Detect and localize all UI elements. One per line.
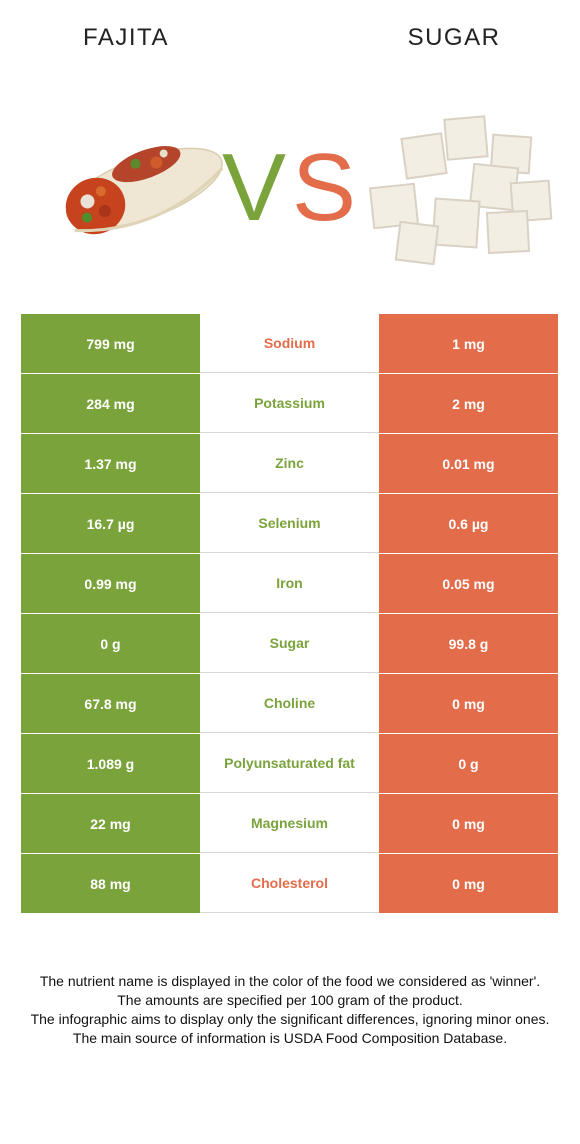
left-value: 16.7 µg (21, 494, 200, 553)
table-row: 67.8 mg Choline 0 mg (21, 674, 558, 734)
left-value: 88 mg (21, 854, 200, 913)
nutrient-name: Cholesterol (200, 854, 379, 913)
left-food-title: FAJITA (83, 24, 169, 51)
footer-line-1: The nutrient name is displayed in the co… (39, 973, 541, 989)
right-value: 1 mg (379, 314, 558, 373)
vs-right-letter: S (292, 138, 352, 232)
comparison-table: 799 mg Sodium 1 mg 284 mg Potassium 2 mg 1.37 … (21, 314, 558, 914)
nutrient-name: Zinc (200, 434, 379, 493)
footer-line-4: The main source of information is USDA F… (72, 1030, 508, 1046)
fajita-image (44, 128, 234, 248)
table-row: 22 mg Magnesium 0 mg (21, 794, 558, 854)
right-value: 0 mg (379, 854, 558, 913)
left-value: 1.089 g (21, 734, 200, 793)
footer-line-3: The infographic aims to display only the… (30, 1011, 550, 1027)
right-food-title: SUGAR (407, 24, 501, 51)
left-value: 22 mg (21, 794, 200, 853)
left-value: 1.37 mg (21, 434, 200, 493)
nutrient-name: Polyunsaturated fat (200, 734, 379, 793)
nutrient-name: Magnesium (200, 794, 379, 853)
nutrient-name: Choline (200, 674, 379, 733)
left-value: 67.8 mg (21, 674, 200, 733)
sugar-cubes-image (362, 108, 562, 278)
nutrient-name: Selenium (200, 494, 379, 553)
right-value: 2 mg (379, 374, 558, 433)
versus-label: V S (222, 134, 356, 241)
table-row: 799 mg Sodium 1 mg (21, 314, 558, 374)
nutrient-name: Potassium (200, 374, 379, 433)
table-row: 88 mg Cholesterol 0 mg (21, 854, 558, 914)
right-value: 0.05 mg (379, 554, 558, 613)
table-row: 1.37 mg Zinc 0.01 mg (21, 434, 558, 494)
table-row: 284 mg Potassium 2 mg (21, 374, 558, 434)
left-value: 284 mg (21, 374, 200, 433)
right-value: 0 mg (379, 794, 558, 853)
table-row: 1.089 g Polyunsaturated fat 0 g (21, 734, 558, 794)
left-value: 0.99 mg (21, 554, 200, 613)
footer-notes: The nutrient name is displayed in the co… (20, 972, 560, 1048)
left-value: 0 g (21, 614, 200, 673)
left-value: 799 mg (21, 314, 200, 373)
vs-left-letter: V (222, 138, 286, 232)
table-row: 0.99 mg Iron 0.05 mg (21, 554, 558, 614)
nutrient-name: Sodium (200, 314, 379, 373)
nutrient-name: Iron (200, 554, 379, 613)
nutrient-name: Sugar (200, 614, 379, 673)
right-value: 0.01 mg (379, 434, 558, 493)
right-value: 99.8 g (379, 614, 558, 673)
table-row: 16.7 µg Selenium 0.6 µg (21, 494, 558, 554)
right-value: 0.6 µg (379, 494, 558, 553)
table-row: 0 g Sugar 99.8 g (21, 614, 558, 674)
right-value: 0 g (379, 734, 558, 793)
right-value: 0 mg (379, 674, 558, 733)
footer-line-2: The amounts are specified per 100 gram o… (117, 992, 463, 1008)
